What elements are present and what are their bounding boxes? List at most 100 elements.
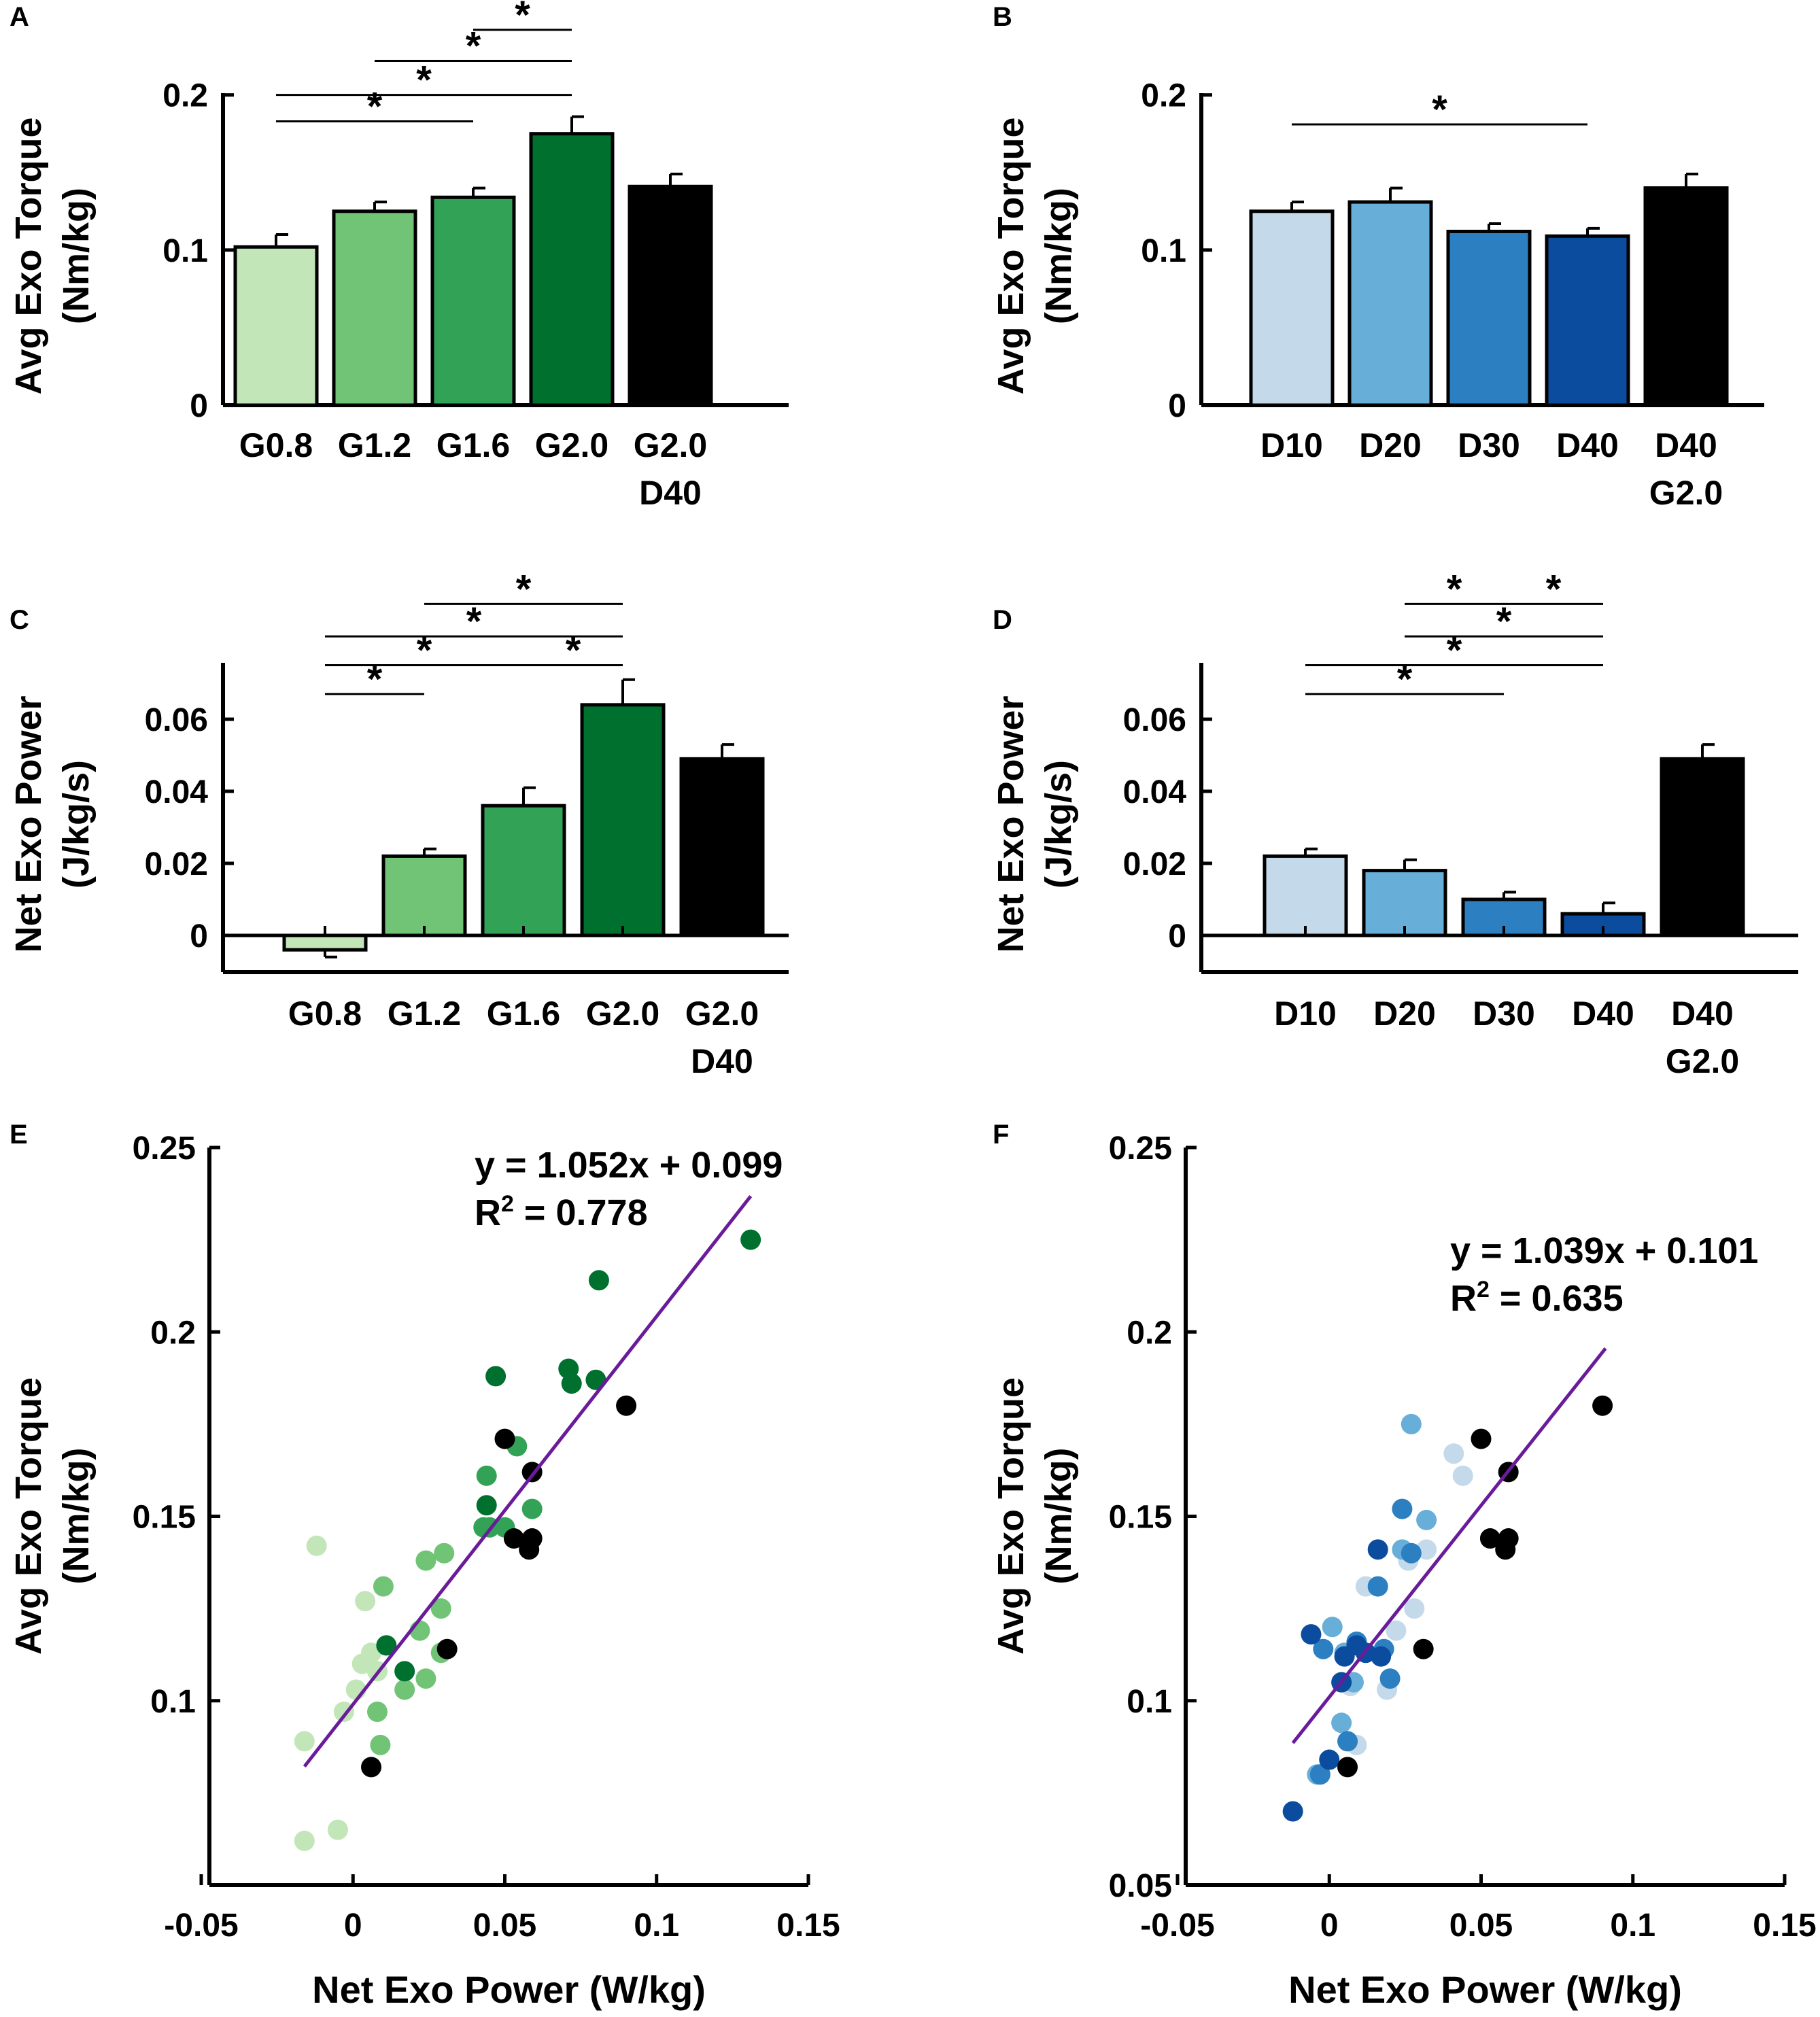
bar — [1446, 229, 1532, 407]
y-axis-label: Avg Exo Torque — [991, 117, 1031, 394]
fit-line — [303, 1195, 753, 1768]
data-point — [1471, 1428, 1492, 1449]
significance-star: * — [466, 600, 482, 644]
x-tick-label: 0.05 — [473, 1908, 536, 1944]
r-squared-value: = 0.635 — [1490, 1278, 1624, 1319]
bar — [580, 703, 666, 937]
significance-star: * — [1432, 88, 1447, 132]
data-point — [1401, 1413, 1422, 1434]
data-point — [1413, 1638, 1434, 1659]
data-point — [294, 1731, 315, 1752]
data-point — [1443, 1443, 1464, 1464]
significance-star: * — [1397, 657, 1413, 702]
x-tick-label: 0 — [344, 1908, 362, 1944]
data-point — [306, 1535, 327, 1556]
x-tick-label: D40 — [639, 474, 702, 512]
y-tick-label: 0.02 — [1123, 846, 1186, 882]
data-point — [1331, 1712, 1352, 1734]
data-point — [394, 1661, 415, 1682]
r-squared-sup: 2 — [501, 1191, 514, 1217]
panel-c: C 0 0.02 0.04 0.06 Net Exo Power (J/kg/s) G0.8 G… — [8, 567, 789, 1080]
bar — [481, 804, 566, 937]
y-axis-unit: (Nm/kg) — [1038, 188, 1079, 324]
data-point — [1313, 1638, 1334, 1659]
data-point — [351, 1653, 373, 1674]
y-axis-label: Avg Exo Torque — [8, 117, 49, 394]
data-point — [415, 1550, 436, 1571]
data-point — [1592, 1395, 1613, 1416]
significance-star: * — [1546, 567, 1562, 611]
y-tick-label: 0.15 — [133, 1500, 196, 1536]
data-point — [1371, 1646, 1392, 1667]
panel-label: E — [10, 1120, 28, 1150]
bar — [1660, 757, 1745, 937]
x-tick-label: 0.15 — [776, 1908, 840, 1944]
x-tick-label: 0.05 — [1449, 1908, 1513, 1944]
panel-e: E -0.05 0 0.05 0.1 0.15 0.1 0.15 0.2 0.25 Net Exo … — [8, 1120, 840, 2011]
panel-a: A 0 0.1 0.2 Avg Exo Torque (Nm/kg) G0.8 G1.2 G1.… — [8, 0, 789, 512]
significance-star: * — [515, 0, 530, 37]
bar — [1545, 234, 1630, 407]
bar — [1249, 209, 1335, 407]
data-point — [561, 1373, 582, 1394]
r-squared-sup: 2 — [1477, 1277, 1490, 1303]
x-tick-label: G1.6 — [487, 995, 560, 1033]
y-tick-label: 0.2 — [1141, 78, 1186, 114]
data-point — [1367, 1576, 1388, 1597]
data-point — [521, 1498, 543, 1519]
data-point — [366, 1702, 388, 1723]
data-point — [485, 1366, 506, 1387]
panel-label: C — [10, 605, 29, 635]
x-tick-label: D20 — [1373, 995, 1436, 1033]
y-tick-label: 0.1 — [162, 233, 208, 269]
data-point — [1282, 1801, 1303, 1822]
y-tick-label: 0 — [190, 388, 208, 424]
r-squared-label: R — [1450, 1278, 1477, 1319]
x-tick-label: G0.8 — [239, 426, 313, 464]
y-axis-label: Avg Exo Torque — [991, 1377, 1031, 1655]
data-point — [436, 1638, 458, 1659]
x-tick-label: 0.1 — [1610, 1908, 1655, 1944]
panel-label: A — [10, 2, 29, 32]
panel-b: B 0 0.1 0.2 Avg Exo Torque (Nm/kg) D10 D20 D30 D4… — [991, 2, 1764, 512]
data-point — [1498, 1528, 1519, 1549]
y-tick-label: 0 — [1168, 388, 1186, 424]
y-tick-label: 0.1 — [1127, 1684, 1172, 1720]
y-axis-label: Avg Exo Torque — [8, 1377, 49, 1655]
x-tick-label: D40 — [1556, 426, 1619, 464]
data-point — [1392, 1498, 1413, 1519]
y-tick-label: 0.2 — [162, 78, 208, 114]
fit-equation: y = 1.039x + 0.101 — [1450, 1230, 1758, 1271]
data-point — [1301, 1624, 1322, 1645]
data-point — [1452, 1465, 1473, 1486]
data-point — [1337, 1757, 1358, 1778]
data-point — [1416, 1509, 1437, 1530]
bar — [1347, 200, 1433, 407]
x-tick-label: G2.0 — [1649, 474, 1723, 512]
significance-star: * — [367, 84, 383, 128]
y-tick-label: 0.25 — [133, 1131, 196, 1167]
y-tick-label: 0.04 — [1123, 774, 1187, 810]
x-tick-label: D40 — [1655, 426, 1717, 464]
x-tick-label: G0.8 — [288, 995, 362, 1033]
x-tick-label: G2.0 — [1666, 1042, 1739, 1080]
data-point — [1404, 1598, 1425, 1619]
data-point — [494, 1428, 515, 1449]
x-tick-label: 0.15 — [1753, 1908, 1816, 1944]
bar — [332, 209, 417, 407]
data-point — [1309, 1764, 1330, 1785]
significance-star: * — [466, 24, 481, 68]
significance-star: * — [417, 629, 432, 673]
panel-label: F — [993, 1120, 1009, 1150]
x-axis-label: Net Exo Power (W/kg) — [312, 1968, 706, 2011]
x-tick-label: G1.6 — [436, 426, 510, 464]
data-point — [327, 1819, 348, 1840]
data-point — [370, 1734, 391, 1755]
y-tick-label: 0.04 — [145, 774, 209, 810]
data-point — [415, 1668, 436, 1689]
data-point — [355, 1591, 376, 1612]
y-axis-unit: (Nm/kg) — [56, 1448, 97, 1585]
x-tick-label: G1.2 — [388, 995, 461, 1033]
x-axis-label: Net Exo Power (W/kg) — [1288, 1968, 1682, 2011]
x-tick-label: D10 — [1260, 426, 1323, 464]
